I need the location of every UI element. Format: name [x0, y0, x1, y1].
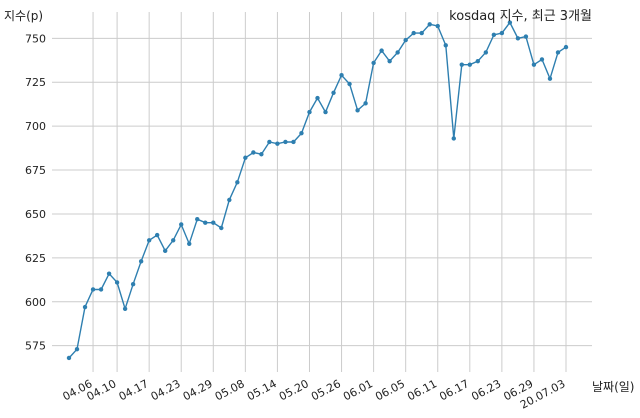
data-point: [355, 108, 360, 113]
data-point: [323, 109, 328, 115]
x-tick-label: 06.17: [437, 377, 471, 403]
y-tick-label: 725: [25, 76, 46, 89]
data-point: [459, 62, 464, 67]
series-line: [68, 21, 567, 359]
data-point: [291, 139, 296, 145]
data-point: [235, 180, 240, 185]
data-point: [507, 20, 513, 25]
x-tick-label: 04.29: [181, 377, 215, 403]
data-point: [523, 34, 529, 39]
data-point: [195, 217, 200, 222]
data-point: [331, 90, 336, 95]
data-point: [299, 130, 304, 136]
data-point: [403, 37, 408, 43]
x-tick-label: 06.23: [469, 377, 503, 403]
data-point: [171, 238, 176, 243]
data-point: [130, 281, 136, 287]
data-point: [443, 43, 448, 48]
data-point: [531, 62, 537, 67]
data-point: [122, 306, 128, 311]
grid-lines: [52, 12, 592, 372]
data-point: [243, 155, 248, 160]
x-tick-label: 06.11: [405, 377, 439, 403]
data-point: [203, 220, 208, 225]
data-point: [347, 81, 352, 87]
data-point: [475, 58, 481, 64]
data-point: [363, 101, 368, 106]
y-axis-ticks: 575 600 625 650 675 700 725 750: [25, 32, 46, 352]
data-point: [283, 139, 288, 145]
data-point: [387, 58, 392, 64]
x-tick-label: 05.14: [245, 377, 279, 403]
data-point: [106, 271, 112, 276]
data-point: [162, 248, 168, 254]
y-tick-label: 750: [25, 32, 46, 45]
y-tick-label: 625: [25, 252, 46, 265]
y-tick-label: 700: [25, 120, 46, 133]
data-point: [379, 48, 384, 53]
x-axis-label: 날짜(일): [592, 380, 634, 394]
data-point: [114, 280, 120, 285]
x-tick-label: 04.23: [149, 377, 183, 403]
y-tick-label: 600: [25, 296, 46, 309]
data-point: [315, 95, 320, 101]
data-point: [275, 141, 280, 146]
data-point: [547, 76, 553, 81]
data-point: [499, 30, 505, 36]
data-point: [251, 150, 256, 155]
data-point: [371, 60, 376, 66]
series-group: [66, 20, 569, 361]
data-point: [339, 73, 344, 78]
data-point: [435, 23, 440, 29]
data-point: [491, 32, 497, 38]
chart-title: kosdaq 지수, 최근 3개월: [449, 9, 592, 24]
x-tick-label: 06.05: [373, 377, 407, 403]
data-point: [74, 346, 80, 352]
data-point: [515, 36, 521, 41]
x-tick-label: 05.08: [213, 377, 247, 403]
x-tick-label: 05.20: [277, 377, 311, 403]
data-point: [307, 109, 312, 115]
data-point: [98, 287, 104, 292]
data-point: [483, 50, 489, 55]
data-point: [395, 50, 400, 55]
data-point: [154, 232, 160, 238]
y-tick-label: 575: [25, 340, 46, 353]
y-tick-label: 675: [25, 164, 46, 177]
data-point: [563, 44, 569, 50]
data-point: [219, 225, 224, 231]
data-point: [82, 304, 88, 310]
data-point: [419, 30, 424, 36]
x-tick-label: 05.26: [309, 377, 343, 403]
data-point: [427, 22, 432, 27]
data-point: [411, 30, 416, 36]
data-point: [555, 50, 561, 55]
x-axis-ticks: 04.0604.1004.1704.2304.2905.0805.1405.20…: [61, 377, 568, 411]
data-point: [267, 139, 272, 145]
data-point: [146, 238, 152, 243]
data-point: [90, 287, 96, 292]
x-tick-label: 04.17: [117, 377, 151, 403]
data-point: [66, 355, 72, 361]
data-point: [179, 222, 184, 227]
data-point: [539, 57, 545, 62]
data-point: [138, 259, 144, 264]
y-tick-label: 650: [25, 208, 46, 221]
data-point: [451, 136, 456, 141]
data-point: [211, 220, 216, 225]
data-point: [259, 152, 264, 157]
data-point: [187, 241, 192, 247]
x-tick-label: 06.01: [341, 377, 375, 403]
data-point: [227, 197, 232, 203]
y-axis-label: 지수(p): [4, 9, 43, 23]
data-point: [467, 62, 473, 67]
